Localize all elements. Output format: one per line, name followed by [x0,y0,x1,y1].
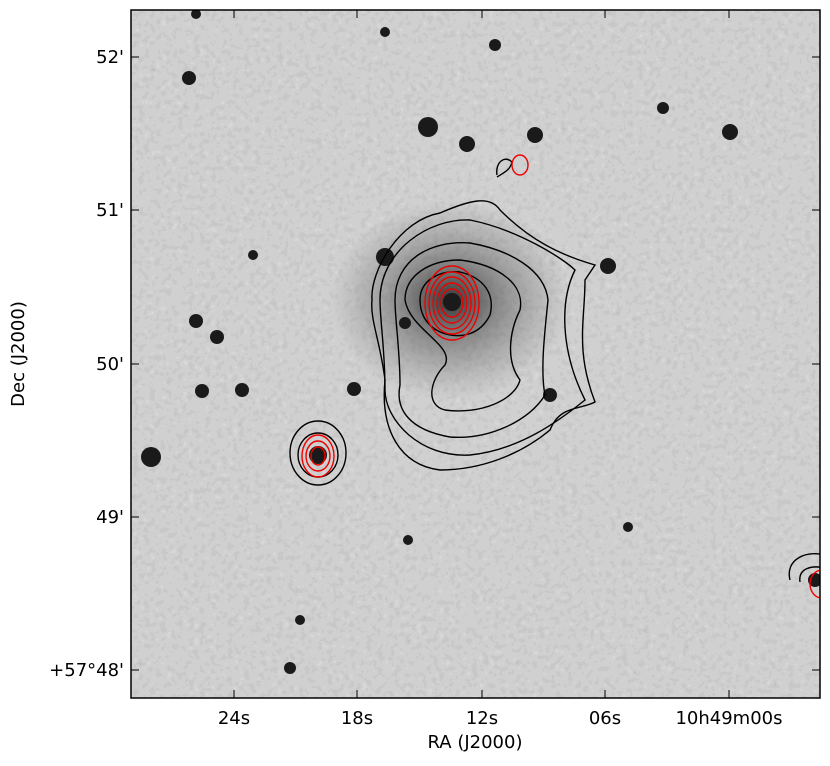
x-tick-label: 12s [466,708,498,729]
x-axis-label: RA (J2000) [428,732,523,753]
y-axis-label: Dec (J2000) [8,301,29,407]
x-tick-label: 18s [341,708,373,729]
plot-frame [130,9,821,699]
stars [141,10,820,674]
y-tick-label: 50' [96,354,124,375]
ticks: 24s 18s 12s 06s 10h49m00s 52' 51' 50' 49' +57°48' [49,10,820,729]
x-tick-label: 06s [589,708,621,729]
sky-image [131,10,820,698]
y-tick-label: 52' [96,47,124,68]
red-contours [301,154,820,599]
y-tick-label: +57°48' [49,660,124,681]
y-tick-label: 49' [96,507,124,528]
x-tick-label: 24s [218,708,250,729]
y-tick-label: 51' [96,200,124,221]
x-tick-label: 10h49m00s [675,708,782,729]
